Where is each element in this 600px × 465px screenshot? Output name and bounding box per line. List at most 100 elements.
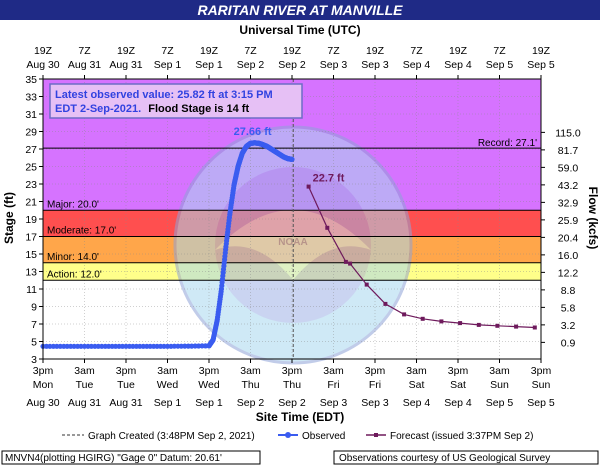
y-tick-label: 17 [25,232,37,244]
axes-layer: 3579111315171921232527293133350.93.25.88… [25,45,581,409]
top-tick-label-date: Sep 1 [195,59,223,71]
forecast-point [325,225,330,230]
y-tick-label: 11 [26,284,37,296]
forecast-point [343,259,348,264]
top-tick-label-date: Sep 4 [444,59,472,71]
bottom-tick-label-time: 3pm [282,365,303,377]
forecast-point [514,324,519,329]
top-tick-label-date: Sep 4 [403,59,431,71]
top-tick-label-date: Aug 31 [68,59,101,71]
series-layer: 27.66 ft 22.7 ft [40,79,537,359]
bottom-tick-label-day: Sat [409,379,425,391]
forecast-point [439,319,444,324]
bottom-tick-label-day: Thu [283,379,301,391]
footer-datum: MNVN4(plotting HGIRG) "Gage 0" Datum: 20… [5,453,222,464]
y-tick-label: 27 [25,144,37,156]
top-tick-label-time: 19Z [34,45,53,57]
info-line-2-date: EDT 2-Sep-2021. [55,103,141,115]
bottom-tick-label-date: Sep 2 [237,397,265,409]
bottom-tick-label-day: Sun [532,379,551,391]
title-bar [0,0,600,20]
legend-observed: Observed [302,431,345,442]
top-tick-label-date: Sep 5 [486,59,514,71]
footer: MNVN4(plotting HGIRG) "Gage 0" Datum: 20… [1,450,599,465]
top-tick-label-date: Sep 3 [320,59,348,71]
bottom-tick-label-time: 3pm [33,365,54,377]
legend-forecast: Forecast (issued 3:37PM Sep 2) [390,431,533,442]
top-tick-label-time: 19Z [200,45,219,57]
top-tick-label-time: 7Z [327,45,340,57]
flow-tick-label: 5.8 [561,302,576,314]
top-tick-label-time: 7Z [410,45,423,57]
stage-band-labels: Action: 12.0' Minor: 14.0' Moderate: 17.0'… [47,138,537,280]
chart-title: RARITAN RIVER AT MANVILLE [197,2,403,18]
info-line-2-flood-stage: Flood Stage is 14 ft [148,103,249,115]
forecast-point [476,322,481,327]
legend: Graph Created (3:48PM Sep 2, 2021) Obser… [62,431,533,442]
observed-point [289,156,295,162]
top-tick-label-time: 7Z [161,45,174,57]
y-tick-label: 23 [25,179,37,191]
top-tick-label-date: Sep 1 [154,59,182,71]
bottom-tick-label-day: Sun [490,379,509,391]
bottom-tick-label-date: Sep 1 [154,397,182,409]
y-tick-label: 33 [25,92,37,104]
flow-tick-label: 3.2 [561,320,576,332]
y-tick-label: 7 [31,319,37,331]
bottom-tick-label-day: Tue [76,379,94,391]
flow-tick-label: 115.0 [555,127,581,139]
top-tick-label-date: Aug 30 [26,59,59,71]
forecast-point [306,184,311,189]
top-tick-label-time: 7Z [78,45,91,57]
bottom-tick-label-date: Sep 4 [403,397,431,409]
forecast-point [532,325,537,330]
bottom-tick-label-date: Sep 2 [278,397,306,409]
bottom-tick-label-time: 3pm [448,365,469,377]
y-tick-label: 25 [25,162,37,174]
bottom-tick-label-day: Mon [33,379,54,391]
bottom-tick-label-date: Sep 3 [361,397,389,409]
bottom-tick-label-date: Sep 3 [320,397,348,409]
legend-forecast-marker [374,433,378,437]
bottom-tick-label-day: Fri [327,379,339,391]
top-tick-label-time: 19Z [117,45,136,57]
forecast-point [458,321,463,326]
band-label-major: Major: 20.0' [47,199,99,210]
bottom-tick-label-date: Aug 31 [68,397,101,409]
flow-tick-label: 16.0 [558,250,579,262]
bottom-tick-label-date: Aug 31 [109,397,142,409]
bottom-tick-label-day: Fri [369,379,381,391]
top-tick-label-date: Sep 2 [278,59,306,71]
bottom-tick-label-time: 3pm [365,365,386,377]
flow-tick-label: 81.7 [558,145,579,157]
svg-text:NOAA: NOAA [278,237,307,248]
bottom-tick-label-date: Aug 30 [26,397,59,409]
legend-graph-created: Graph Created (3:48PM Sep 2, 2021) [88,431,255,442]
bottom-tick-label-time: 3am [489,365,510,377]
forecast-point [402,312,407,317]
band-label-minor: Minor: 14.0' [47,252,99,263]
top-tick-label-time: 19Z [449,45,468,57]
bottom-tick-label-day: Thu [241,379,259,391]
bottom-tick-label-date: Sep 5 [527,397,555,409]
y-tick-label: 5 [31,337,37,349]
bottom-tick-label-time: 3am [323,365,344,377]
y-tick-label: 35 [25,74,37,86]
flow-tick-label: 0.9 [561,337,576,349]
latest-observation-box: Latest observed value: 25.82 ft at 3:15 … [49,83,303,119]
flow-tick-label: 43.2 [558,180,579,192]
observed-peak-label: 27.66 ft [234,126,272,138]
top-tick-label-date: Sep 3 [361,59,389,71]
top-tick-label-time: 19Z [283,45,302,57]
svg-text:EDT 2-Sep-2021. Flood St: EDT 2-Sep-2021. Flood Stage is 14 ft [55,103,249,115]
bottom-tick-label-day: Wed [157,379,179,391]
y-tick-label: 19 [25,214,37,226]
forecast-point [364,282,369,287]
bottom-tick-label-day: Tue [117,379,135,391]
bottom-tick-label-time: 3am [74,365,95,377]
footer-credit: Observations courtesy of US Geological S… [339,453,550,464]
band-label-action: Action: 12.0' [47,269,102,280]
bottom-tick-label-time: 3pm [531,365,552,377]
bottom-tick-label-date: Sep 5 [486,397,514,409]
